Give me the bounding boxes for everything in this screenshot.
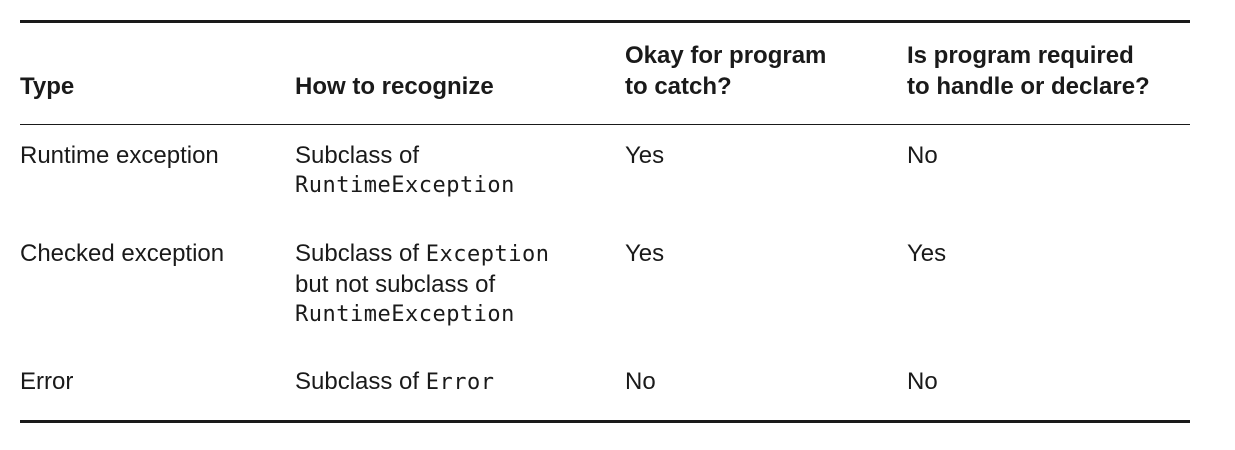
header-okay-to-catch-line2: to catch? bbox=[625, 73, 732, 100]
exception-types-table: Type How to recognize Okay for program t… bbox=[20, 20, 1190, 423]
how-line-1: Subclass of Exception bbox=[295, 239, 549, 270]
cell-how-to-recognize: Subclass of Error bbox=[295, 367, 494, 398]
header-required-to-handle: Is program required to handle or declare… bbox=[907, 40, 1150, 102]
cell-type: Checked exception bbox=[20, 240, 225, 267]
table-header-row: Type How to recognize Okay for program t… bbox=[20, 23, 1190, 124]
how-line-3-code: RuntimeException bbox=[295, 302, 515, 327]
how-line-1-text: Subclass of bbox=[295, 368, 426, 395]
cell-type: Runtime exception bbox=[20, 142, 219, 169]
table-bottom-rule bbox=[20, 420, 1190, 423]
how-line-1-code: Error bbox=[425, 370, 495, 395]
how-line-2-code: RuntimeException bbox=[295, 173, 515, 198]
cell-okay-to-catch: Yes bbox=[625, 142, 665, 169]
header-required-to-handle-line1: Is program required bbox=[907, 42, 1134, 69]
cell-required-to-handle: No bbox=[907, 142, 938, 169]
table-header-rule bbox=[20, 124, 1190, 125]
how-line-1-code: Exception bbox=[425, 242, 550, 267]
cell-required-to-handle: Yes bbox=[907, 240, 947, 267]
how-line-1-text: Subclass of bbox=[295, 240, 426, 267]
how-line-1: Subclass of Error bbox=[295, 367, 494, 398]
header-okay-to-catch-line1: Okay for program bbox=[625, 42, 827, 69]
table-row-runtime-exception: Runtime exception Subclass of RuntimeExc… bbox=[20, 141, 1190, 239]
cell-how-to-recognize: Subclass of Exception but not subclass o… bbox=[295, 239, 549, 330]
cell-how-to-recognize: Subclass of RuntimeException bbox=[295, 141, 515, 201]
how-line-1: Subclass of bbox=[295, 142, 420, 169]
table-top-rule bbox=[20, 20, 1190, 23]
cell-required-to-handle: No bbox=[907, 368, 938, 395]
cell-type: Error bbox=[20, 368, 74, 395]
cell-okay-to-catch: No bbox=[625, 368, 656, 395]
header-type: Type bbox=[20, 73, 75, 100]
table-row-checked-exception: Checked exception Subclass of Exception … bbox=[20, 239, 1190, 367]
table-row-error: Error Subclass of Error No No bbox=[20, 367, 1190, 420]
header-okay-to-catch: Okay for program to catch? bbox=[625, 40, 826, 102]
header-how-to-recognize: How to recognize bbox=[295, 73, 494, 100]
cell-okay-to-catch: Yes bbox=[625, 240, 665, 267]
how-line-2: but not subclass of bbox=[295, 271, 496, 298]
header-required-to-handle-line2: to handle or declare? bbox=[907, 73, 1150, 100]
